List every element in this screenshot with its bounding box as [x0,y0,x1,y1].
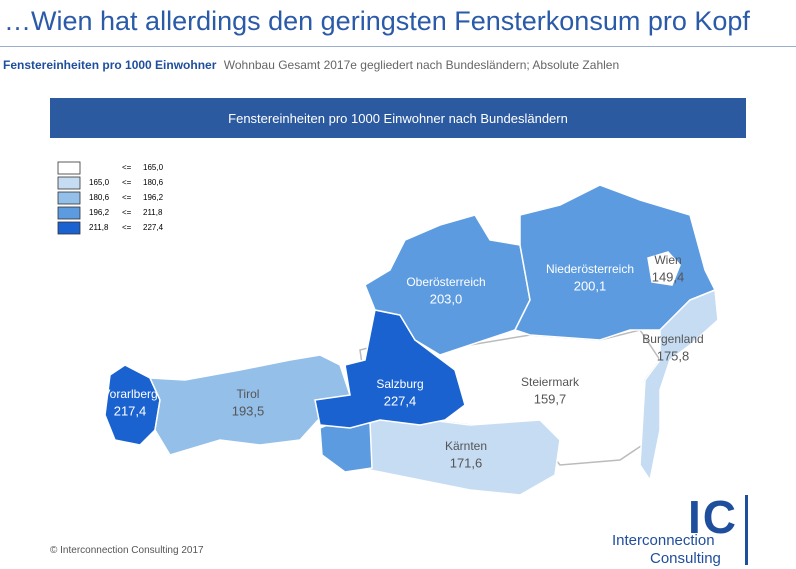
legend-from: 165,0 [89,178,110,187]
legend-op: <= [122,193,132,202]
legend-to: 196,2 [143,193,164,202]
legend-from: 180,6 [89,193,110,202]
legend-swatch [57,206,81,220]
rule [0,46,796,47]
region-name: Wien [654,253,681,267]
legend-from: 196,2 [89,208,110,217]
slide-title: …Wien hat allerdings den geringsten Fens… [4,6,750,36]
logo-line1: Interconnection [612,532,715,549]
subtitle: Fenstereinheiten pro 1000 Einwohner Wohn… [3,58,619,72]
region-value: 227,4 [384,393,417,408]
region-name: Tirol [237,387,260,401]
legend-swatch [57,161,81,175]
legend-swatch [57,191,81,205]
region-name: Steiermark [521,375,580,389]
legend-op: <= [122,208,132,217]
legend-from: 211,8 [89,223,109,232]
legend-to: 211,8 [143,208,163,217]
region-burgenland [639,288,719,482]
legend-op: <= [122,163,132,172]
region-name: Niederösterreich [546,262,634,276]
legend: <= 165,0 165,0 <= 180,6 180,6 <= 196,2 196,2 <= 21… [57,161,164,235]
legend-to: 227,4 [143,223,164,232]
region-value: 175,8 [657,348,690,363]
legend-op: <= [122,178,132,187]
region-name: Oberösterreich [406,275,485,289]
logo-mark: IC [688,491,738,543]
subtitle-bold: Fenstereinheiten pro 1000 Einwohner [3,58,217,72]
region-value: 159,7 [534,391,567,406]
region-salzburg [314,309,466,429]
region-name: Kärnten [445,439,487,453]
region-value: 149,4 [652,269,685,284]
region-value: 200,1 [574,278,607,293]
region-kaernten [359,419,561,496]
region-value: 203,0 [430,291,463,306]
region-name: Burgenland [642,332,703,346]
region-labels: Vorarlberg 217,4 Tirol 193,5 Salzburg 227,4 Ob… [102,253,703,470]
copyright: © Interconnection Consulting 2017 [50,545,204,556]
region-tirol [148,354,351,456]
legend-swatch [57,221,81,235]
region-name: Vorarlberg [102,387,157,401]
region-value: 217,4 [114,403,147,418]
region-value: 193,5 [232,403,265,418]
region-oberoesterreich [364,214,531,356]
region-name: Salzburg [376,377,423,391]
legend-op: <= [122,223,132,232]
map-title: Fenstereinheiten pro 1000 Einwohner nach… [50,98,746,138]
legend-swatch [57,176,81,190]
region-wien [647,251,681,286]
logo-bar [745,495,748,565]
subtitle-text: Wohnbau Gesamt 2017e gegliedert nach Bun… [223,58,620,72]
region-value: 171,6 [450,455,483,470]
legend-to: 180,6 [143,178,164,187]
logo-line2: Consulting [650,550,721,567]
legend-to: 165,0 [143,163,164,172]
